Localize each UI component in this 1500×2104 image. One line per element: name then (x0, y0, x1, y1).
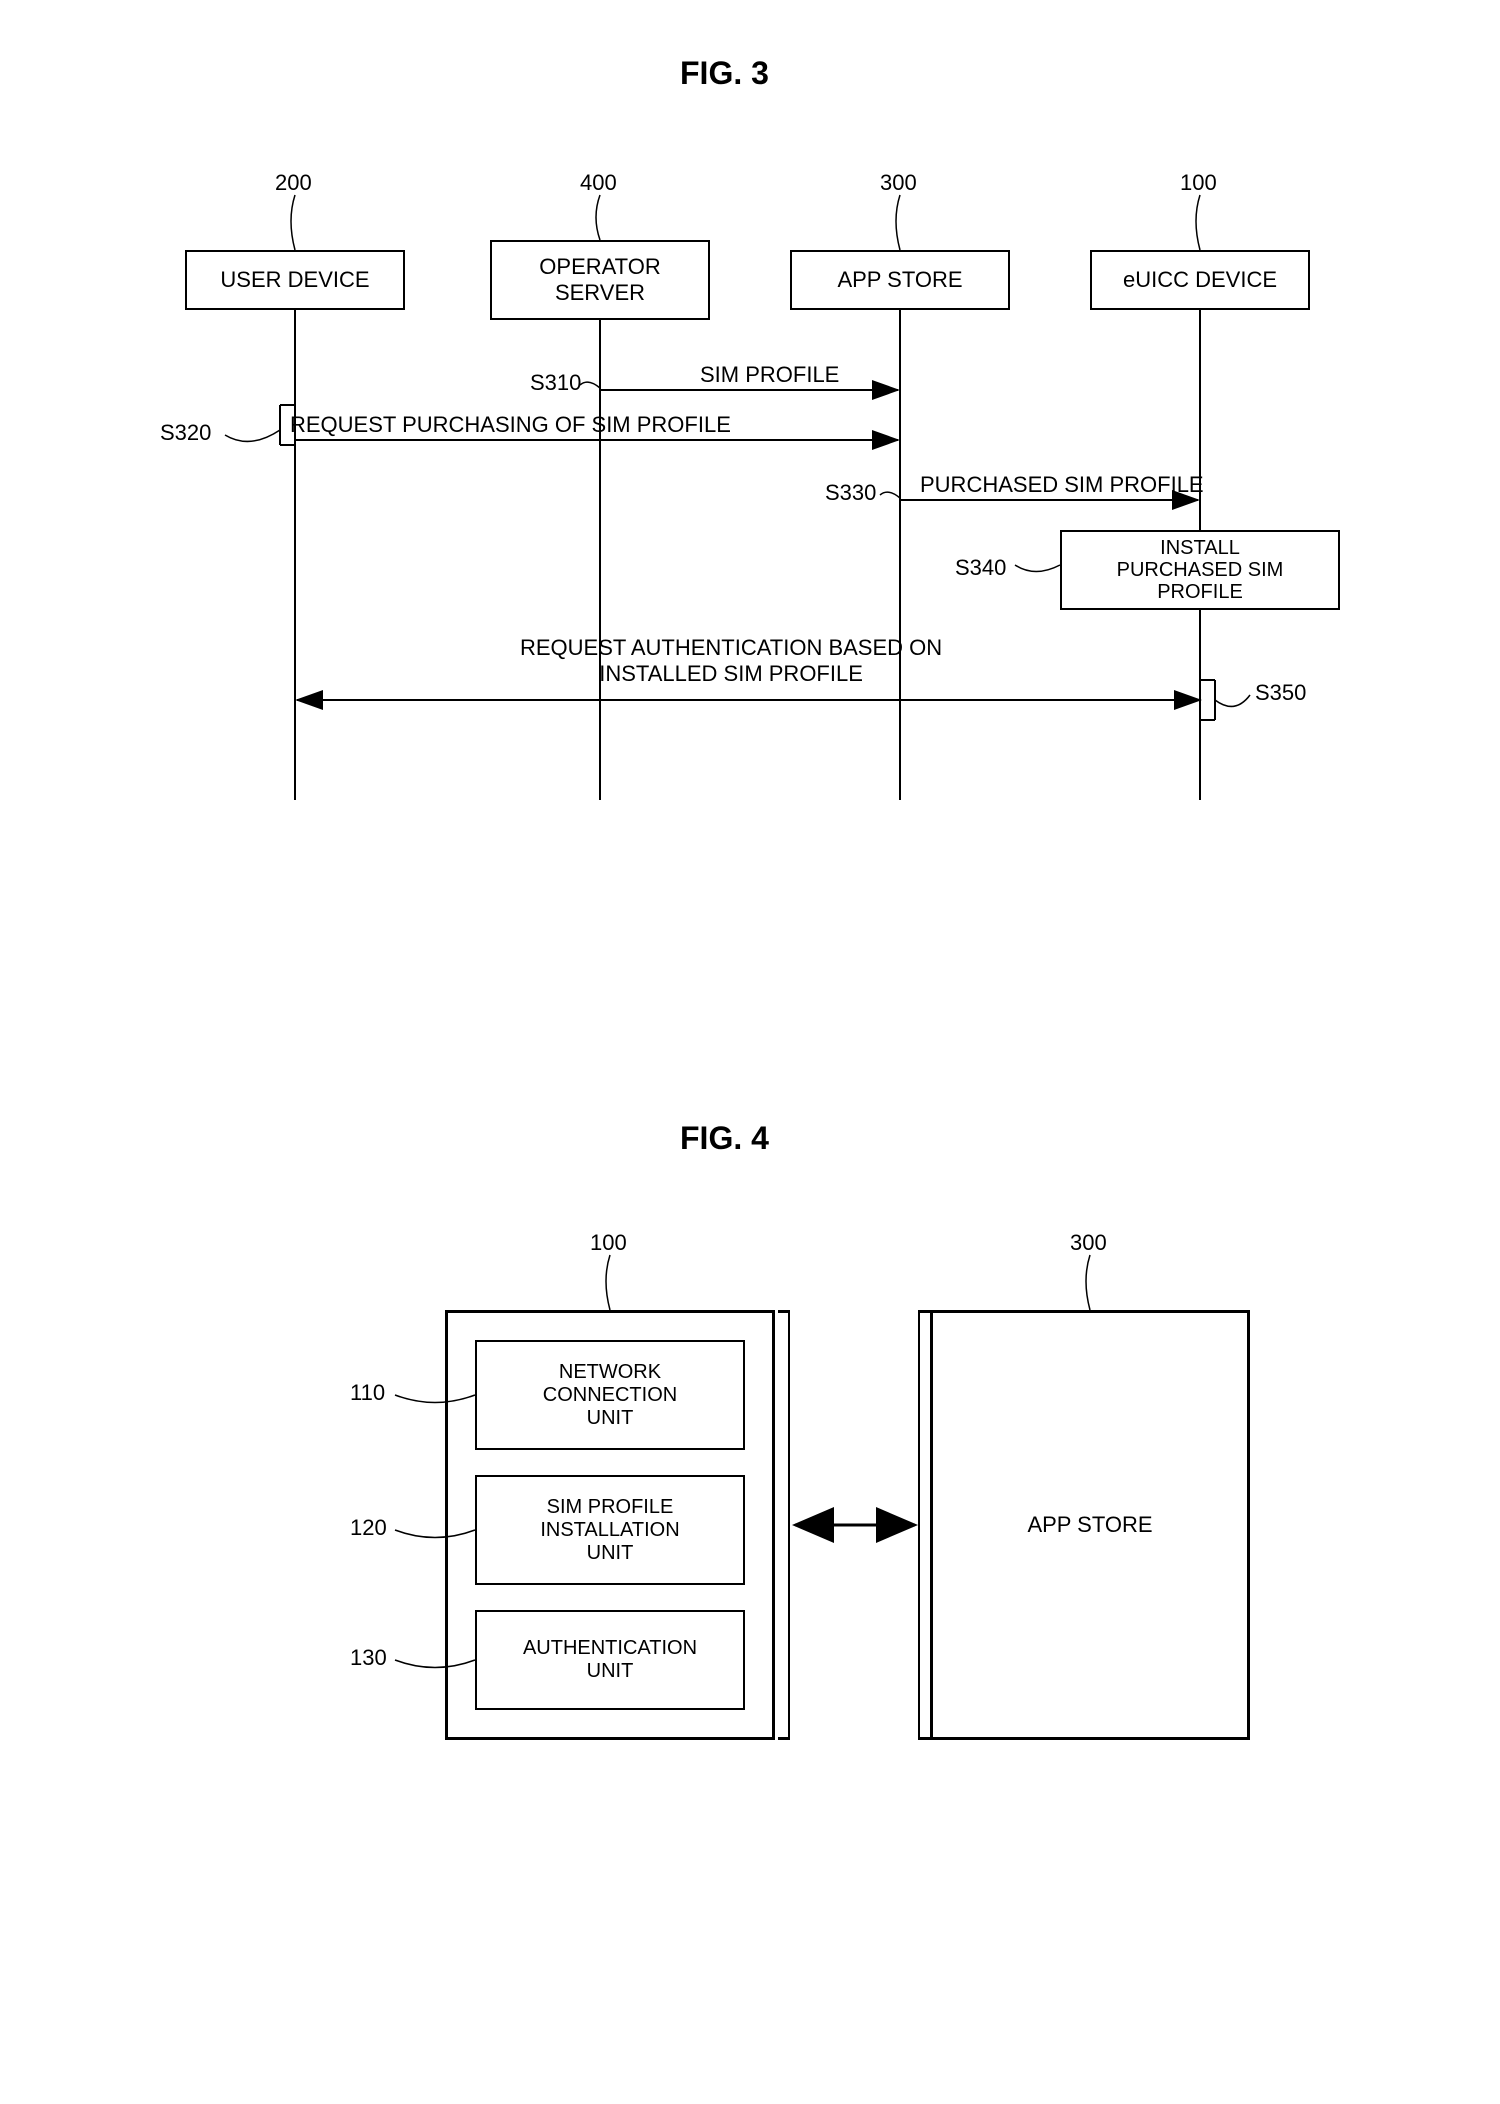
fig4-bidir-arrow (0, 0, 1500, 2104)
